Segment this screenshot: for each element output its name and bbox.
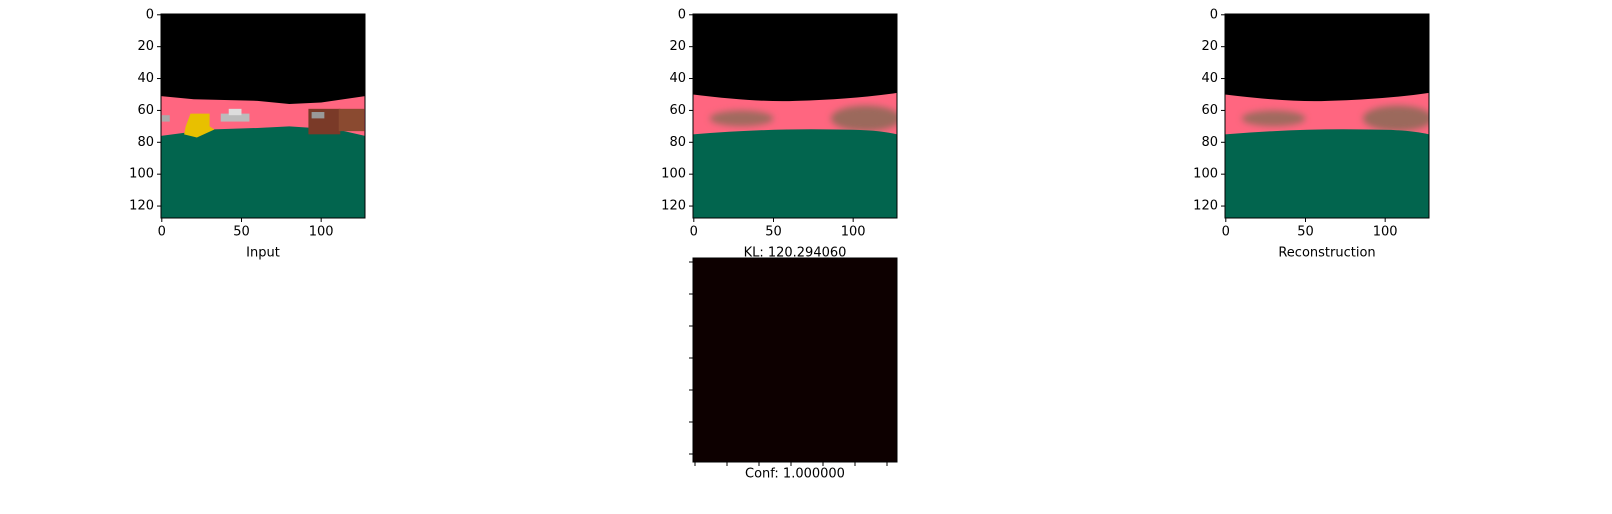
y-tick-label: 20 xyxy=(1201,39,1218,54)
x-tick-label: 50 xyxy=(233,225,250,240)
confidence-image xyxy=(693,258,897,462)
y-tick-label: 0 xyxy=(146,7,154,22)
axes-frame xyxy=(692,257,898,463)
y-tick-label: 100 xyxy=(129,167,154,182)
panel-title: KL: 120.294060 xyxy=(744,246,847,261)
y-tick-label: 60 xyxy=(137,103,154,118)
y-tick-label: 120 xyxy=(1193,199,1218,214)
input-image xyxy=(161,14,365,218)
latent-image xyxy=(693,14,901,218)
y-tick-label: 0 xyxy=(1210,7,1218,22)
x-tick-label: 0 xyxy=(1222,225,1230,240)
y-tick-label: 20 xyxy=(669,39,686,54)
y-tick-label: 40 xyxy=(669,71,686,86)
y-tick-label: 120 xyxy=(129,199,154,214)
y-tick-label: 80 xyxy=(669,135,686,150)
y-tick-label: 100 xyxy=(1193,167,1218,182)
y-tick-label: 0 xyxy=(678,7,686,22)
axes-frame xyxy=(160,13,366,219)
y-tick-label: 40 xyxy=(1201,71,1218,86)
x-axis-label: Reconstruction xyxy=(1278,246,1375,261)
x-axis-label: Input xyxy=(246,246,280,261)
y-tick-label: 80 xyxy=(1201,135,1218,150)
reconstruction-image xyxy=(1225,14,1433,218)
y-tick-label: 40 xyxy=(137,71,154,86)
x-tick-label: 100 xyxy=(309,225,334,240)
x-tick-label: 100 xyxy=(1373,225,1398,240)
y-tick-label: 100 xyxy=(661,167,686,182)
y-tick-label: 80 xyxy=(137,135,154,150)
x-tick-label: 0 xyxy=(158,225,166,240)
x-tick-label: 50 xyxy=(765,225,782,240)
y-tick-label: 20 xyxy=(137,39,154,54)
axes-frame xyxy=(1224,13,1430,219)
x-axis-label: Conf: 1.000000 xyxy=(745,467,845,482)
y-tick-label: 120 xyxy=(661,199,686,214)
axes-frame xyxy=(692,13,898,219)
x-tick-label: 100 xyxy=(841,225,866,240)
y-tick-label: 60 xyxy=(669,103,686,118)
x-tick-label: 0 xyxy=(690,225,698,240)
x-tick-label: 50 xyxy=(1297,225,1314,240)
y-tick-label: 60 xyxy=(1201,103,1218,118)
unlabeled-ticks xyxy=(689,261,888,466)
